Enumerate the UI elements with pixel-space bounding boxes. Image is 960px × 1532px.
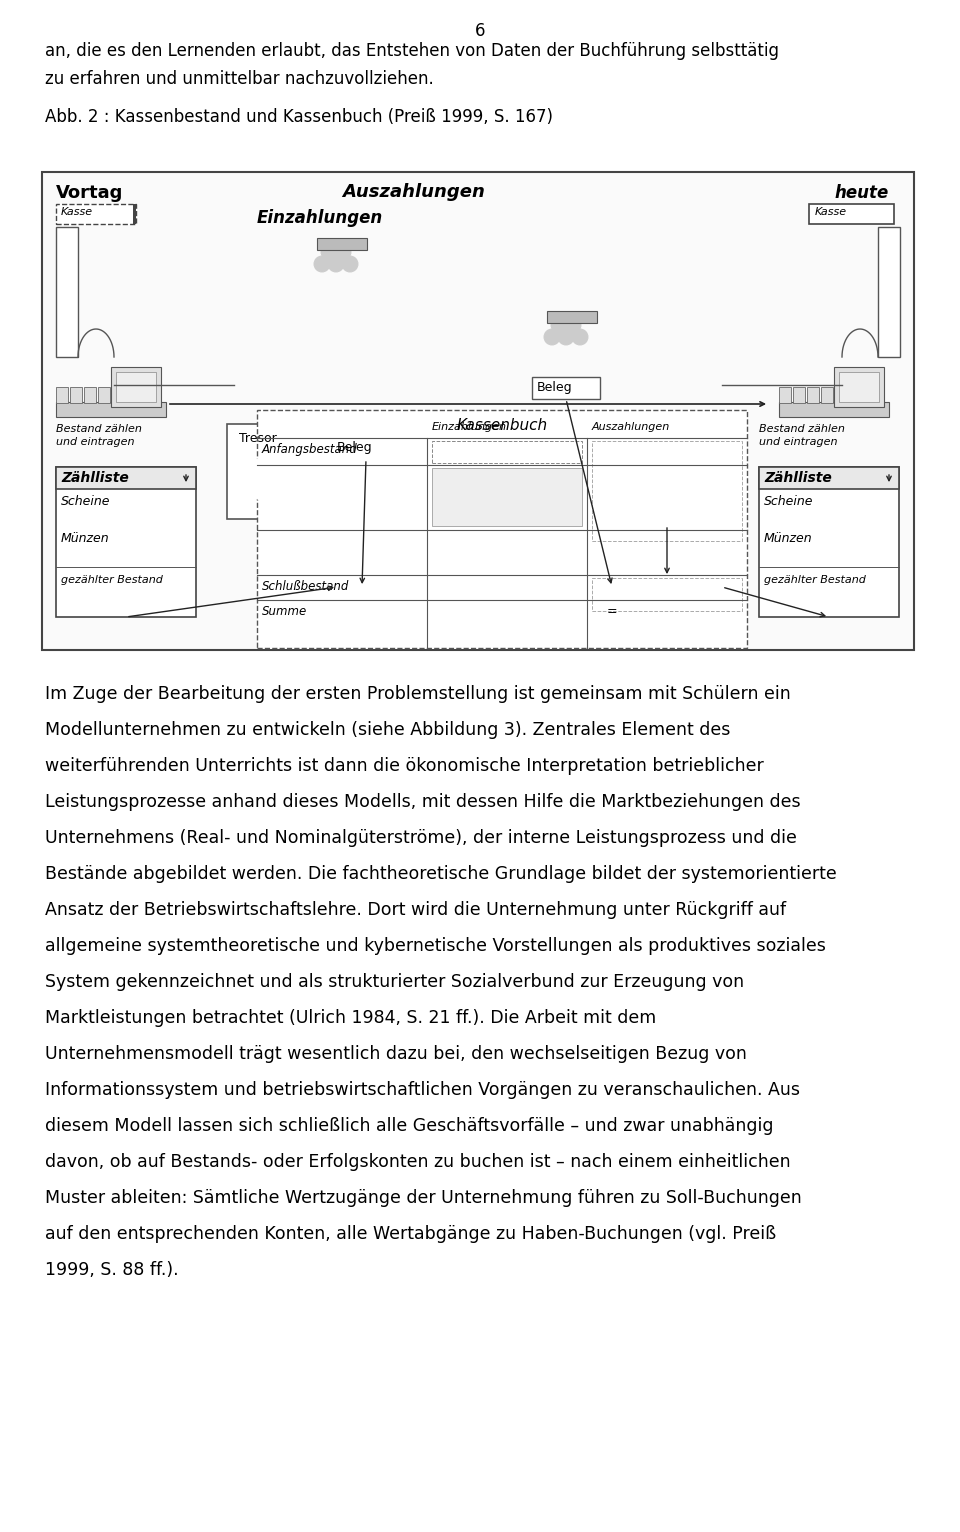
Text: davon, ob auf Bestands- oder Erfolgskonten zu buchen ist – nach einem einheitlic: davon, ob auf Bestands- oder Erfolgskont…: [45, 1154, 791, 1170]
Bar: [779, 388, 791, 403]
Bar: [532, 377, 600, 398]
Circle shape: [335, 244, 351, 260]
Text: und eintragen: und eintragen: [759, 437, 837, 447]
Text: Scheine: Scheine: [764, 495, 813, 509]
Text: zu erfahren und unmittelbar nachzuvollziehen.: zu erfahren und unmittelbar nachzuvollzi…: [45, 70, 434, 87]
Bar: [592, 578, 742, 611]
Bar: [56, 401, 166, 417]
Text: Münzen: Münzen: [764, 532, 812, 545]
Text: Vortag: Vortag: [56, 184, 124, 202]
Text: Tresor: Tresor: [239, 432, 276, 444]
Bar: [809, 204, 894, 224]
Text: gezählter Bestand: gezählter Bestand: [61, 574, 163, 585]
Text: auf den entsprechenden Konten, alle Wertabgänge zu Haben-Buchungen (vgl. Preiß: auf den entsprechenden Konten, alle Wert…: [45, 1226, 776, 1242]
Bar: [98, 388, 110, 403]
Text: Einzahlungen: Einzahlungen: [432, 421, 507, 432]
Bar: [342, 452, 392, 460]
Text: Muster ableiten: Sämtliche Wertzugänge der Unternehmung führen zu Soll-Buchungen: Muster ableiten: Sämtliche Wertzugänge d…: [45, 1189, 802, 1207]
Text: Anfangsbestand: Anfangsbestand: [262, 443, 358, 457]
Circle shape: [328, 256, 344, 273]
Text: Im Zuge der Bearbeitung der ersten Problemstellung ist gemeinsam mit Schülern ei: Im Zuge der Bearbeitung der ersten Probl…: [45, 685, 791, 703]
Bar: [759, 467, 899, 489]
Circle shape: [558, 329, 574, 345]
Text: diesem Modell lassen sich schließlich alle Geschäftsvorfälle – und zwar unabhäng: diesem Modell lassen sich schließlich al…: [45, 1117, 774, 1135]
Bar: [56, 467, 196, 489]
Text: Schlußbestand: Schlußbestand: [262, 581, 349, 593]
Text: weiterführenden Unterrichts ist dann die ökonomische Interpretation betriebliche: weiterführenden Unterrichts ist dann die…: [45, 757, 764, 775]
Text: heute: heute: [834, 184, 888, 202]
Bar: [56, 204, 136, 224]
Text: Modellunternehmen zu entwickeln (siehe Abbildung 3). Zentrales Element des: Modellunternehmen zu entwickeln (siehe A…: [45, 722, 731, 738]
Text: Auszahlungen: Auszahlungen: [592, 421, 670, 432]
Text: Abb. 2 : Kassenbestand und Kassenbuch (Preiß 1999, S. 167): Abb. 2 : Kassenbestand und Kassenbuch (P…: [45, 107, 553, 126]
Bar: [56, 227, 78, 357]
Circle shape: [321, 244, 337, 260]
Bar: [779, 401, 889, 417]
Bar: [793, 388, 805, 403]
Bar: [84, 388, 96, 403]
Text: Beleg: Beleg: [537, 381, 572, 394]
Text: Ansatz der Betriebswirtschaftslehre. Dort wird die Unternehmung unter Rückgriff : Ansatz der Betriebswirtschaftslehre. Dor…: [45, 901, 786, 919]
Text: allgemeine systemtheoretische und kybernetische Vorstellungen als produktives so: allgemeine systemtheoretische und kybern…: [45, 938, 826, 954]
Circle shape: [342, 256, 358, 273]
Text: Kassenbuch: Kassenbuch: [456, 418, 547, 434]
Circle shape: [245, 457, 289, 501]
Text: Informationssystem und betriebswirtschaftlichen Vorgängen zu veranschaulichen. A: Informationssystem und betriebswirtschaf…: [45, 1082, 800, 1098]
Text: an, die es den Lernenden erlaubt, das Entstehen von Daten der Buchführung selbst: an, die es den Lernenden erlaubt, das En…: [45, 41, 779, 60]
Bar: [807, 388, 819, 403]
Circle shape: [551, 317, 567, 332]
Bar: [878, 227, 900, 357]
Bar: [759, 467, 899, 617]
Text: Zählliste: Zählliste: [764, 470, 831, 486]
Text: und eintragen: und eintragen: [56, 437, 134, 447]
Text: Leistungsprozesse anhand dieses Modells, mit dessen Hilfe die Marktbeziehungen d: Leistungsprozesse anhand dieses Modells,…: [45, 794, 801, 810]
Text: Unternehmensmodell trägt wesentlich dazu bei, den wechselseitigen Bezug von: Unternehmensmodell trägt wesentlich dazu…: [45, 1045, 747, 1063]
Bar: [839, 372, 879, 401]
Bar: [547, 311, 597, 323]
Bar: [56, 388, 68, 403]
Text: 1999, S. 88 ff.).: 1999, S. 88 ff.).: [45, 1261, 179, 1279]
Text: Scheine: Scheine: [61, 495, 110, 509]
Text: Bestand zählen: Bestand zählen: [56, 424, 142, 434]
Text: Kasse: Kasse: [61, 207, 93, 218]
Bar: [116, 372, 156, 401]
Circle shape: [565, 317, 581, 332]
Bar: [592, 441, 742, 541]
Text: Zählliste: Zählliste: [61, 470, 129, 486]
Bar: [70, 388, 82, 403]
Text: =: =: [607, 605, 617, 617]
Bar: [227, 424, 307, 519]
Bar: [111, 368, 161, 408]
Text: gezählter Bestand: gezählter Bestand: [764, 574, 866, 585]
Text: Bestände abgebildet werden. Die fachtheoretische Grundlage bildet der systemorie: Bestände abgebildet werden. Die fachtheo…: [45, 866, 837, 882]
Text: Münzen: Münzen: [61, 532, 109, 545]
Text: Kasse: Kasse: [815, 207, 847, 218]
Circle shape: [544, 329, 560, 345]
Circle shape: [314, 256, 330, 273]
Bar: [332, 437, 400, 460]
Bar: [834, 368, 884, 408]
Text: System gekennzeichnet und als strukturierter Sozialverbund zur Erzeugung von: System gekennzeichnet und als strukturie…: [45, 973, 744, 991]
Text: Marktleistungen betrachtet (Ulrich 1984, S. 21 ff.). Die Arbeit mit dem: Marktleistungen betrachtet (Ulrich 1984,…: [45, 1010, 657, 1026]
Text: 6: 6: [475, 21, 485, 40]
Text: Unternehmens (Real- und Nominalgüterströme), der interne Leistungsprozess und di: Unternehmens (Real- und Nominalgüterströ…: [45, 829, 797, 847]
Bar: [56, 467, 196, 617]
Bar: [42, 172, 914, 650]
Text: Summe: Summe: [262, 605, 307, 617]
Bar: [257, 411, 747, 648]
Bar: [432, 441, 582, 463]
Text: Beleg: Beleg: [337, 441, 372, 453]
Text: Auszahlungen: Auszahlungen: [342, 182, 485, 201]
Text: Bestand zählen: Bestand zählen: [759, 424, 845, 434]
Bar: [432, 467, 582, 525]
Circle shape: [572, 329, 588, 345]
Bar: [317, 237, 367, 250]
Bar: [821, 388, 833, 403]
Bar: [133, 204, 136, 224]
Text: Einzahlungen: Einzahlungen: [257, 208, 383, 227]
